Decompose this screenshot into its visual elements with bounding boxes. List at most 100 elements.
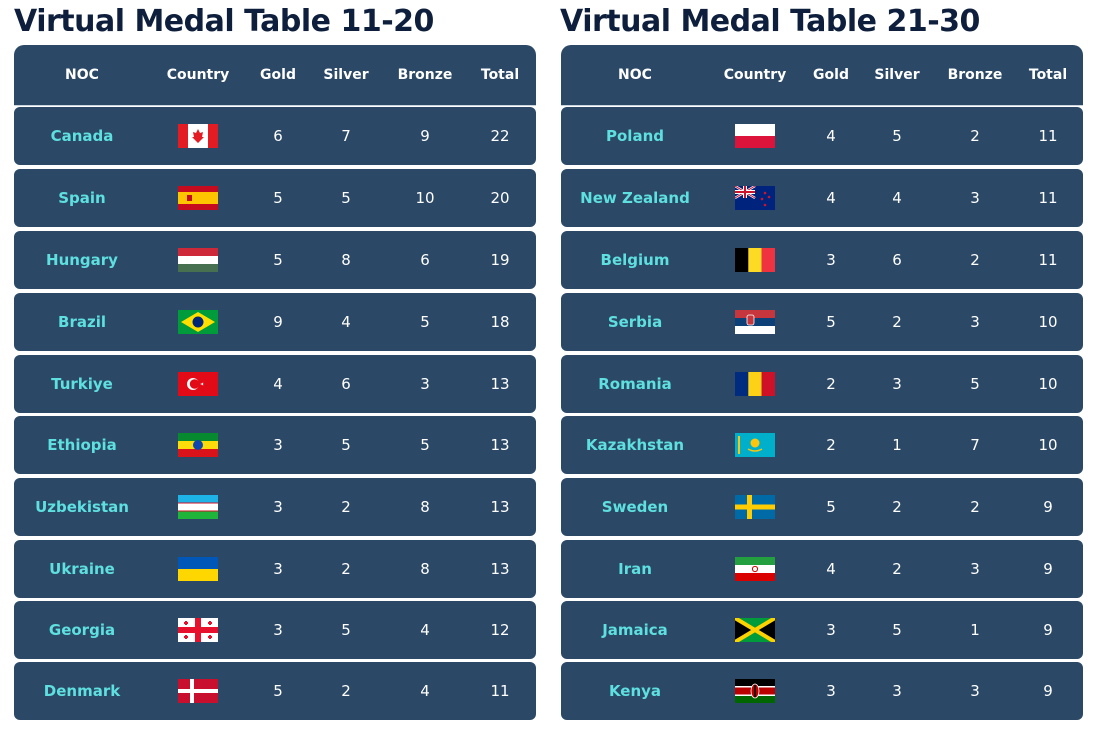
header-noc: NOC — [65, 67, 99, 83]
bronze-count: 3 — [970, 313, 980, 331]
bronze-count: 3 — [420, 375, 430, 393]
country-flag-cell — [150, 355, 246, 413]
total-count: 10 — [1038, 313, 1058, 331]
header-noc: NOC — [618, 67, 652, 83]
table-row: Ukraine 3 2 8 13 — [14, 540, 536, 598]
table-row: Georgia 3 5 4 12 — [14, 601, 536, 659]
bronze-count: 2 — [970, 127, 980, 145]
noc-name: Jamaica — [602, 621, 668, 639]
country-flag-cell — [150, 416, 246, 474]
noc-name: Kazakhstan — [585, 436, 685, 454]
silver-count: 4 — [892, 189, 902, 207]
bronze-count: 5 — [970, 375, 980, 393]
country-flag-cell — [709, 169, 801, 227]
noc-name: Sweden — [601, 498, 669, 516]
total-count: 13 — [490, 498, 510, 516]
bronze-count: 4 — [420, 682, 430, 700]
noc-name: Ukraine — [49, 560, 115, 578]
poland-flag-icon — [735, 124, 775, 148]
silver-count: 5 — [892, 127, 902, 145]
table-row: Kenya 3 3 3 9 — [561, 662, 1083, 720]
gold-count: 2 — [826, 375, 836, 393]
country-flag-cell — [150, 293, 246, 351]
silver-count: 3 — [892, 375, 902, 393]
bronze-count: 5 — [420, 313, 430, 331]
silver-count: 3 — [892, 682, 902, 700]
table-row: Kazakhstan 2 1 7 10 — [561, 416, 1083, 474]
header-gold: Gold — [260, 67, 296, 83]
bronze-count: 9 — [420, 127, 430, 145]
header-country: Country — [166, 67, 230, 83]
noc-name: Canada — [50, 127, 114, 145]
bronze-count: 2 — [970, 251, 980, 269]
noc-name: Hungary — [46, 251, 118, 269]
noc-name: Belgium — [600, 251, 670, 269]
table-row: Ethiopia 3 5 5 13 — [14, 416, 536, 474]
new-zealand-flag-icon — [735, 186, 775, 210]
gold-count: 4 — [826, 127, 836, 145]
country-flag-cell — [709, 601, 801, 659]
total-count: 11 — [1038, 127, 1058, 145]
country-flag-cell — [709, 293, 801, 351]
gold-count: 5 — [826, 313, 836, 331]
denmark-flag-icon — [178, 679, 218, 703]
noc-name: Denmark — [43, 682, 121, 700]
country-flag-cell — [150, 107, 246, 165]
sweden-flag-icon — [735, 495, 775, 519]
bronze-count: 3 — [970, 682, 980, 700]
total-count: 20 — [490, 189, 510, 207]
country-flag-cell — [709, 416, 801, 474]
total-count: 13 — [490, 436, 510, 454]
gold-count: 3 — [273, 436, 283, 454]
total-count: 22 — [490, 127, 510, 145]
noc-name: Serbia — [607, 313, 663, 331]
country-flag-cell — [150, 478, 246, 536]
ukraine-flag-icon — [178, 557, 218, 581]
gold-count: 4 — [273, 375, 283, 393]
georgia-flag-icon — [178, 618, 218, 642]
table-row: Brazil 9 4 5 18 — [14, 293, 536, 351]
silver-count: 5 — [341, 436, 351, 454]
silver-count: 6 — [892, 251, 902, 269]
bronze-count: 5 — [420, 436, 430, 454]
total-count: 9 — [1043, 498, 1053, 516]
table-row: Sweden 5 2 2 9 — [561, 478, 1083, 536]
country-flag-cell — [150, 601, 246, 659]
total-count: 9 — [1043, 682, 1053, 700]
header-total: Total — [480, 67, 520, 83]
gold-count: 3 — [826, 251, 836, 269]
silver-count: 2 — [341, 498, 351, 516]
gold-count: 5 — [826, 498, 836, 516]
country-flag-cell — [150, 540, 246, 598]
silver-count: 6 — [341, 375, 351, 393]
silver-count: 2 — [892, 313, 902, 331]
noc-name: Brazil — [58, 313, 106, 331]
total-count: 10 — [1038, 375, 1058, 393]
brazil-flag-icon — [178, 310, 218, 334]
gold-count: 5 — [273, 189, 283, 207]
table-header: NOC Country Gold Silver Bronze Total — [14, 45, 536, 106]
noc-name: Iran — [618, 560, 652, 578]
header-gold: Gold — [813, 67, 849, 83]
silver-count: 7 — [341, 127, 351, 145]
bronze-count: 3 — [970, 189, 980, 207]
total-count: 19 — [490, 251, 510, 269]
kazakhstan-flag-icon — [735, 433, 775, 457]
bronze-count: 1 — [970, 621, 980, 639]
bronze-count: 8 — [420, 560, 430, 578]
noc-name: Kenya — [608, 682, 662, 700]
total-count: 13 — [490, 375, 510, 393]
table-title: Virtual Medal Table 11-20 — [14, 4, 434, 39]
table-header: NOC Country Gold Silver Bronze Total — [561, 45, 1083, 106]
table-row: Turkiye 4 6 3 13 — [14, 355, 536, 413]
bronze-count: 10 — [415, 189, 435, 207]
silver-count: 5 — [341, 621, 351, 639]
header-bronze: Bronze — [397, 67, 453, 83]
silver-count: 2 — [892, 498, 902, 516]
bronze-count: 4 — [420, 621, 430, 639]
header-bronze: Bronze — [947, 67, 1003, 83]
ethiopia-flag-icon — [178, 433, 218, 457]
bronze-count: 6 — [420, 251, 430, 269]
header-silver: Silver — [874, 67, 920, 83]
hungary-flag-icon — [178, 248, 218, 272]
